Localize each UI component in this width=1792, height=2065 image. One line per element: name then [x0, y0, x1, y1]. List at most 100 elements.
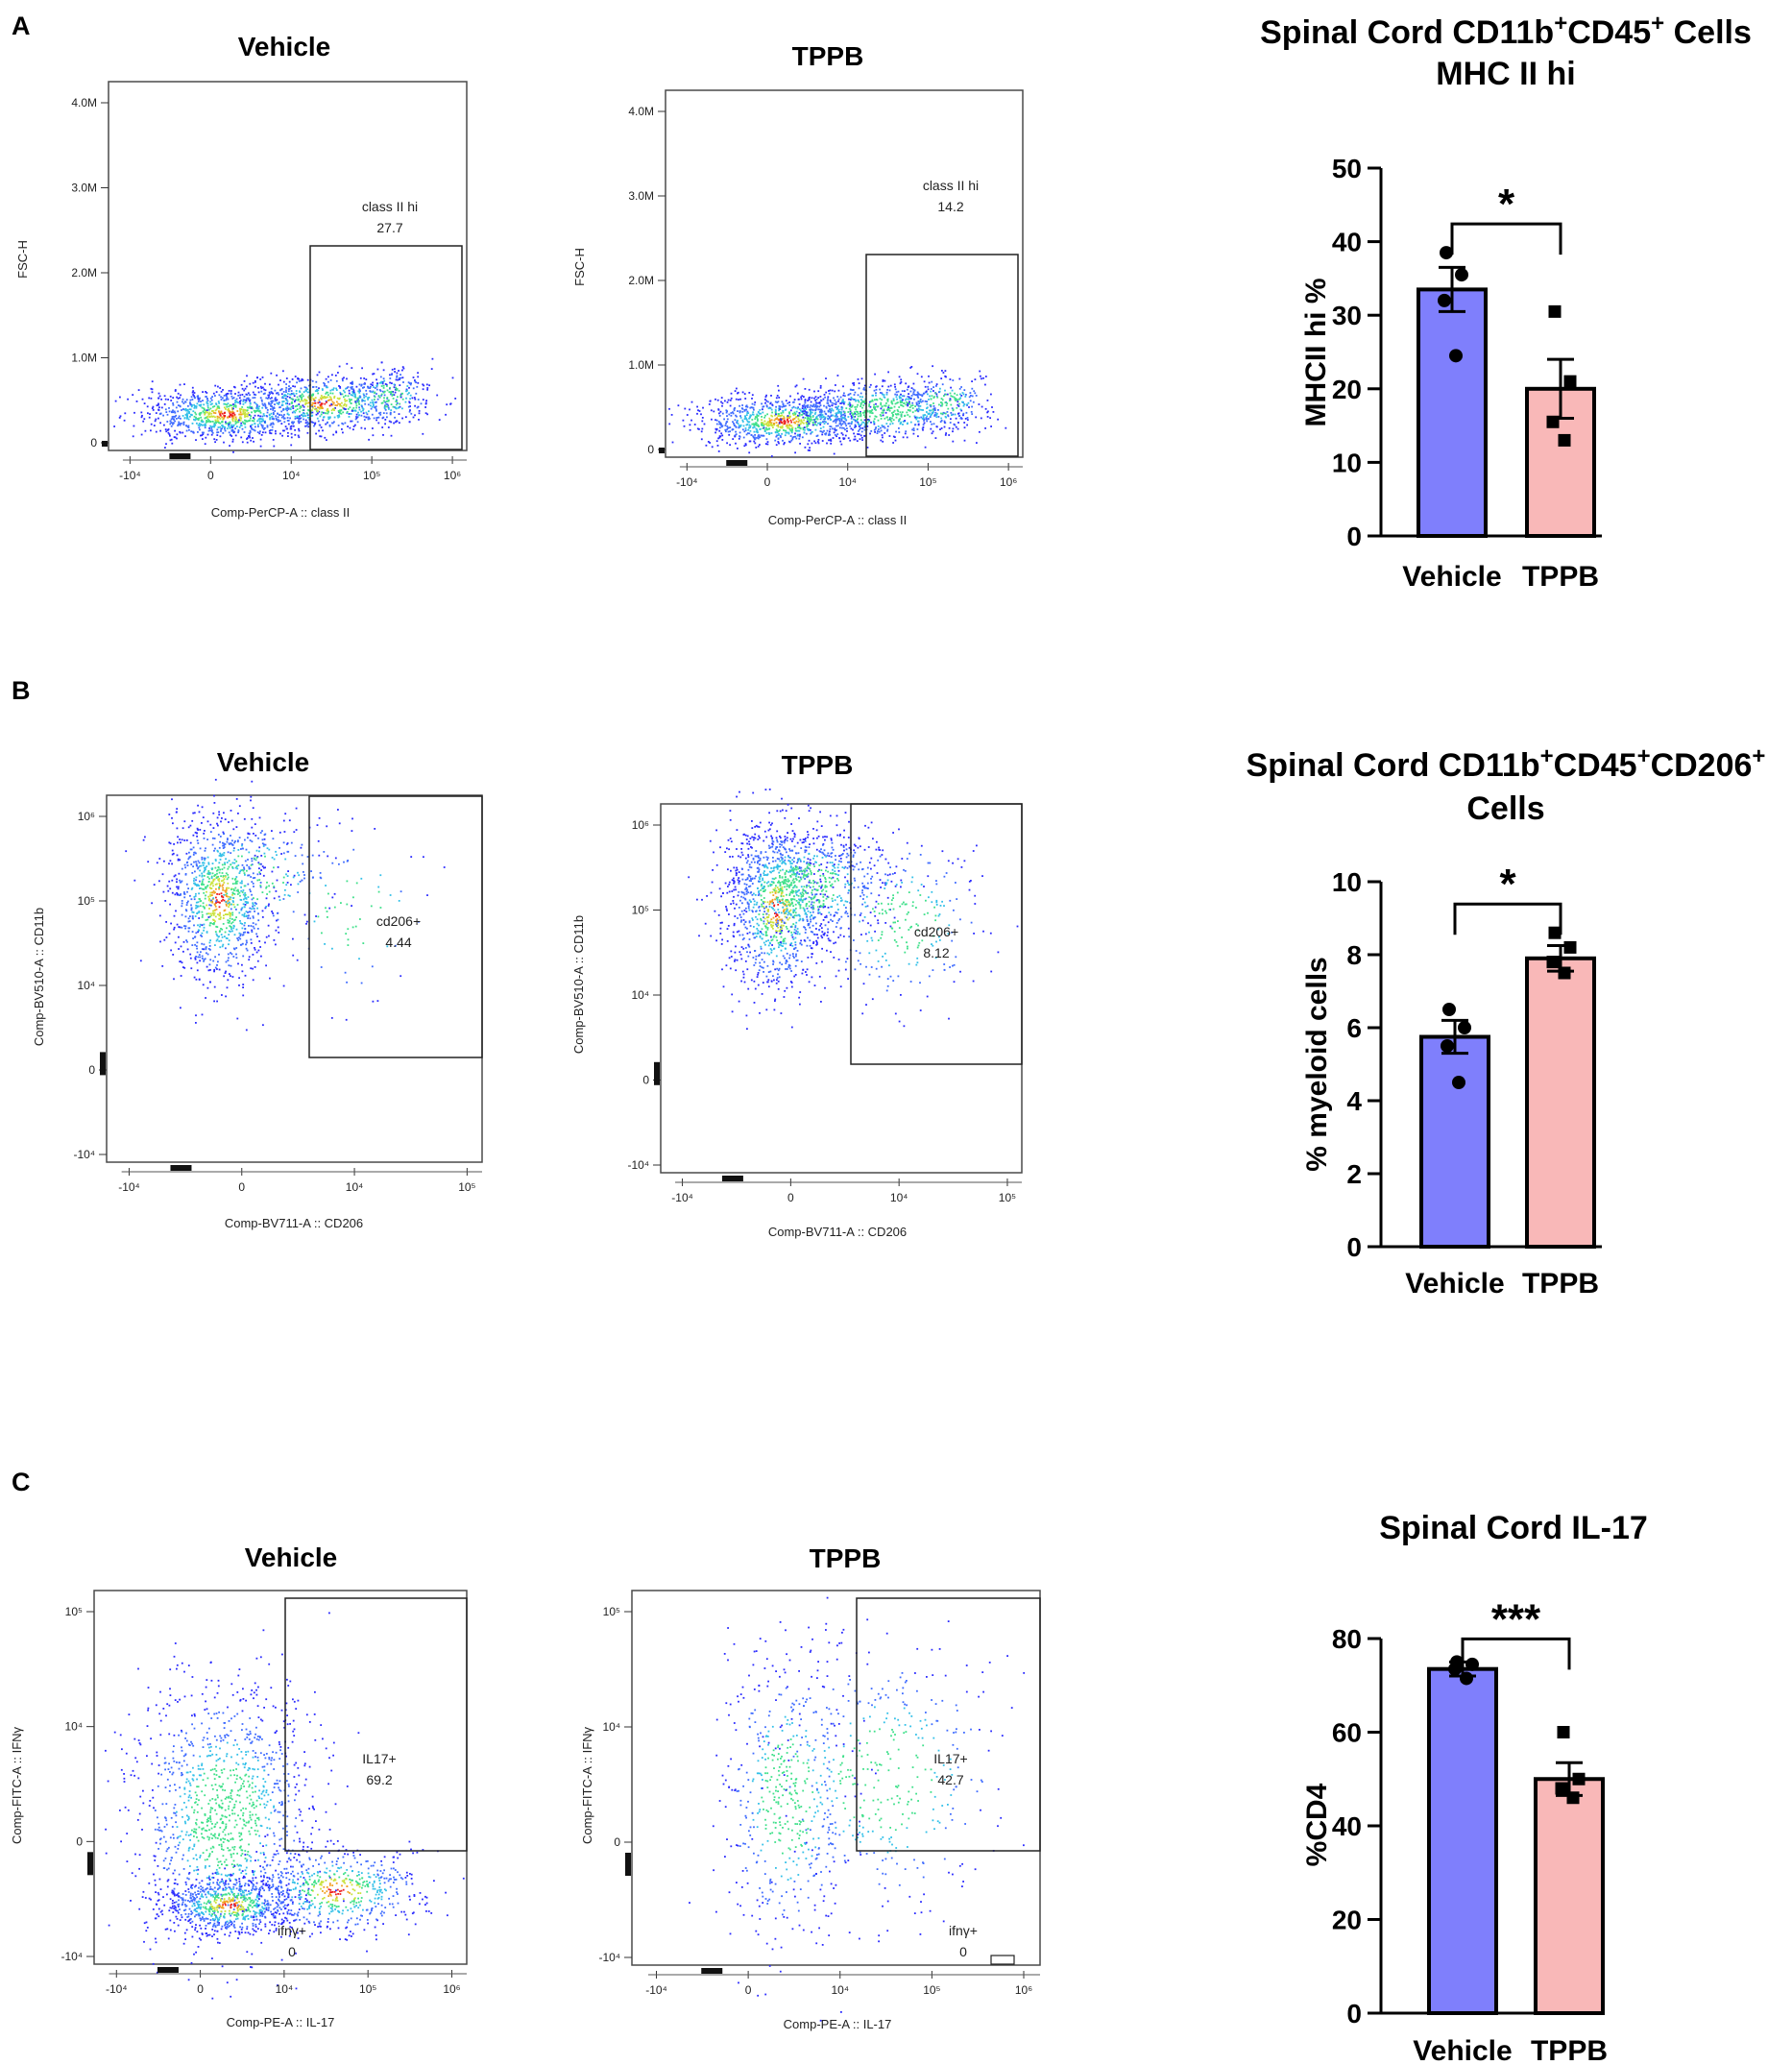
event-dot [210, 899, 212, 902]
event-dot [187, 920, 190, 923]
event-dot [788, 425, 790, 427]
event-dot [201, 884, 204, 886]
event-dot [283, 421, 286, 424]
event-dot [323, 396, 326, 398]
event-dot [262, 1024, 264, 1027]
event-dot [276, 419, 278, 421]
event-dot [331, 401, 334, 403]
event-dot [253, 886, 254, 887]
event-dot [778, 389, 780, 392]
event-dot [790, 431, 793, 434]
event-dot [191, 423, 194, 425]
event-dot [206, 856, 209, 859]
event-dot [258, 422, 261, 425]
event-dot [717, 421, 720, 423]
event-dot [303, 913, 306, 916]
event-dot [730, 397, 733, 400]
event-dot [213, 911, 216, 914]
event-dot [850, 427, 853, 430]
event-dot [399, 402, 401, 405]
event-dot [341, 377, 344, 380]
event-dot [171, 417, 174, 420]
event-dot [232, 431, 235, 434]
event-dot [316, 388, 318, 391]
event-dot [261, 415, 264, 418]
event-dot [282, 380, 285, 383]
event-dot [295, 392, 298, 395]
event-dot [206, 402, 209, 405]
event-dot [798, 408, 801, 410]
event-dot [413, 397, 416, 399]
event-dot [320, 395, 323, 397]
event-dot [848, 422, 851, 425]
event-dot [248, 925, 250, 927]
event-dot [241, 907, 244, 910]
event-dot [800, 396, 802, 399]
event-dot [210, 877, 213, 879]
event-dot [199, 880, 201, 883]
event-dot [849, 409, 852, 412]
event-dot [220, 855, 222, 858]
event-dot [234, 401, 237, 402]
event-dot [300, 387, 303, 390]
event-dot [409, 398, 411, 401]
event-dot [259, 445, 262, 448]
event-dot [233, 859, 236, 861]
event-dot [282, 429, 284, 432]
event-dot [409, 405, 411, 407]
event-dot [781, 422, 784, 425]
event-dot [206, 953, 209, 956]
event-dot [787, 418, 788, 421]
event-dot [798, 435, 801, 438]
event-dot [392, 398, 395, 400]
event-dot [225, 947, 227, 950]
event-dot [201, 958, 204, 960]
event-dot [952, 408, 955, 411]
event-dot [292, 407, 295, 409]
event-dot [347, 938, 350, 941]
event-dot [268, 935, 270, 937]
event-dot [212, 411, 215, 414]
event-dot [181, 902, 183, 905]
event-dot [203, 888, 206, 890]
event-dot [214, 891, 216, 894]
event-dot [172, 852, 175, 855]
event-dot [178, 926, 181, 928]
event-dot [219, 859, 222, 861]
event-dot [255, 405, 258, 408]
event-dot [840, 411, 843, 414]
event-dot [208, 904, 211, 907]
event-dot [417, 372, 419, 375]
event-dot [287, 413, 290, 416]
event-dot [369, 390, 372, 392]
gate-box [309, 245, 463, 450]
event-dot [256, 935, 258, 937]
event-dot [227, 913, 229, 915]
event-dot [393, 422, 395, 425]
event-dot [203, 832, 206, 835]
event-dot [810, 401, 812, 403]
event-dot [778, 976, 781, 979]
event-dot [302, 378, 304, 381]
event-dot [736, 415, 738, 418]
event-dot [426, 413, 428, 416]
event-dot [187, 927, 190, 930]
event-dot [232, 417, 234, 420]
event-dot [716, 399, 719, 401]
event-dot [327, 412, 329, 415]
event-dot [924, 414, 926, 416]
event-dot [333, 395, 336, 398]
event-dot [724, 428, 727, 431]
event-dot [223, 846, 226, 848]
event-dot [821, 440, 824, 442]
event-dot [842, 410, 845, 413]
event-dot [325, 385, 327, 387]
event-dot [290, 390, 293, 392]
event-dot [135, 401, 138, 402]
event-dot [850, 406, 853, 408]
event-dot [798, 437, 801, 440]
event-dot [205, 946, 207, 948]
event-dot [866, 409, 869, 412]
event-dot [354, 418, 357, 421]
event-dot [180, 841, 182, 844]
